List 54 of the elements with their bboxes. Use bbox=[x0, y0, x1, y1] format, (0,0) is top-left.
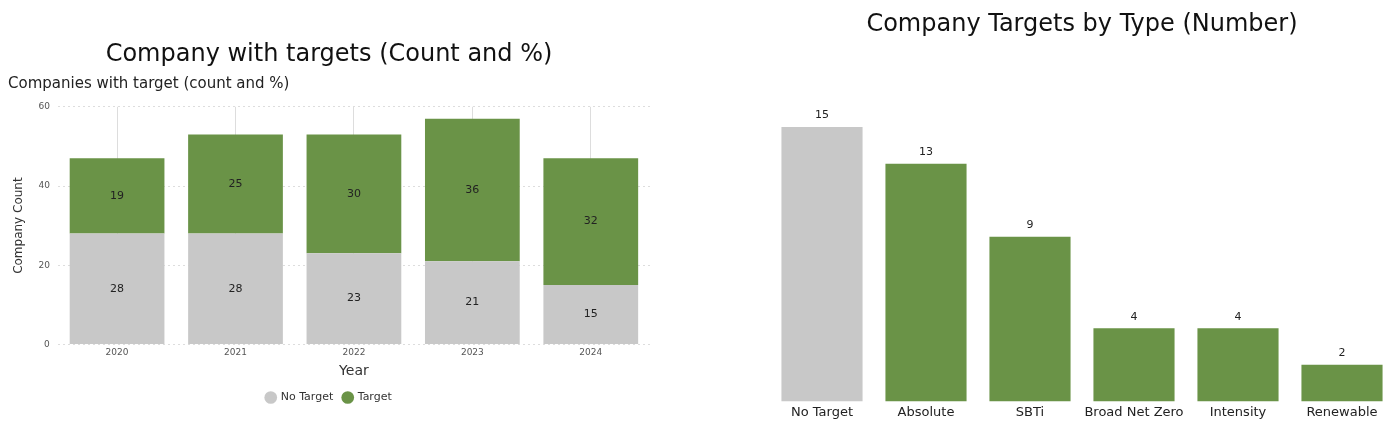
data-label: 15 bbox=[815, 108, 829, 122]
y-tick-label: 40 bbox=[38, 180, 51, 191]
y-tick-label: 20 bbox=[38, 259, 51, 270]
x-tick-label: 2021 bbox=[224, 347, 247, 358]
data-label: 21 bbox=[465, 295, 480, 309]
data-label: 23 bbox=[346, 291, 361, 305]
data-label: 28 bbox=[228, 281, 243, 295]
bar bbox=[188, 233, 283, 344]
bar bbox=[306, 253, 402, 344]
x-tick-label: No Target bbox=[790, 403, 854, 419]
chart-title: Company with targets (Count and %) bbox=[105, 38, 553, 67]
data-label: 30 bbox=[346, 186, 361, 200]
bar bbox=[69, 158, 165, 234]
legend-label: No Target bbox=[280, 390, 334, 404]
data-label: 32 bbox=[583, 214, 598, 228]
bar bbox=[543, 158, 639, 285]
chart-subtitle: Companies with target (count and %) bbox=[8, 73, 290, 92]
data-label: 4 bbox=[1130, 309, 1138, 323]
data-label: 2 bbox=[1338, 346, 1346, 360]
data-label: 4 bbox=[1234, 309, 1242, 323]
data-label: 9 bbox=[1026, 218, 1034, 232]
bar bbox=[188, 134, 283, 234]
x-tick-label: SBTi bbox=[1015, 403, 1045, 419]
data-label: 13 bbox=[919, 145, 933, 159]
x-tick-label: 2020 bbox=[105, 347, 129, 358]
bar bbox=[1093, 328, 1175, 402]
x-tick-label: 2022 bbox=[342, 347, 366, 358]
x-tick-label: Intensity bbox=[1209, 403, 1267, 419]
bar bbox=[543, 285, 639, 344]
x-tick-label: Renewable bbox=[1306, 403, 1378, 419]
bar bbox=[1197, 328, 1279, 402]
chart-title: Company Targets by Type (Number) bbox=[866, 8, 1298, 37]
y-axis-title: Company Count bbox=[11, 177, 26, 274]
data-label: 25 bbox=[228, 176, 243, 190]
data-label: 36 bbox=[465, 182, 480, 196]
bar bbox=[885, 163, 967, 402]
data-label: 28 bbox=[110, 281, 125, 295]
bar bbox=[781, 127, 863, 402]
bar bbox=[424, 261, 520, 344]
legend-label: Target bbox=[356, 390, 393, 404]
y-tick-label: 60 bbox=[38, 101, 51, 112]
x-axis-title: Year bbox=[338, 362, 369, 379]
data-label: 15 bbox=[583, 307, 598, 321]
y-tick-label: 0 bbox=[44, 338, 51, 349]
bar bbox=[69, 233, 165, 344]
x-tick-label: 2023 bbox=[460, 347, 484, 358]
data-label: 19 bbox=[110, 188, 125, 202]
bar bbox=[1301, 364, 1383, 402]
x-tick-label: Broad Net Zero bbox=[1084, 403, 1184, 419]
bar bbox=[989, 236, 1071, 402]
bar bbox=[424, 118, 520, 262]
x-tick-label: 2024 bbox=[579, 347, 603, 358]
bar bbox=[306, 134, 402, 254]
x-tick-label: Absolute bbox=[897, 403, 955, 419]
